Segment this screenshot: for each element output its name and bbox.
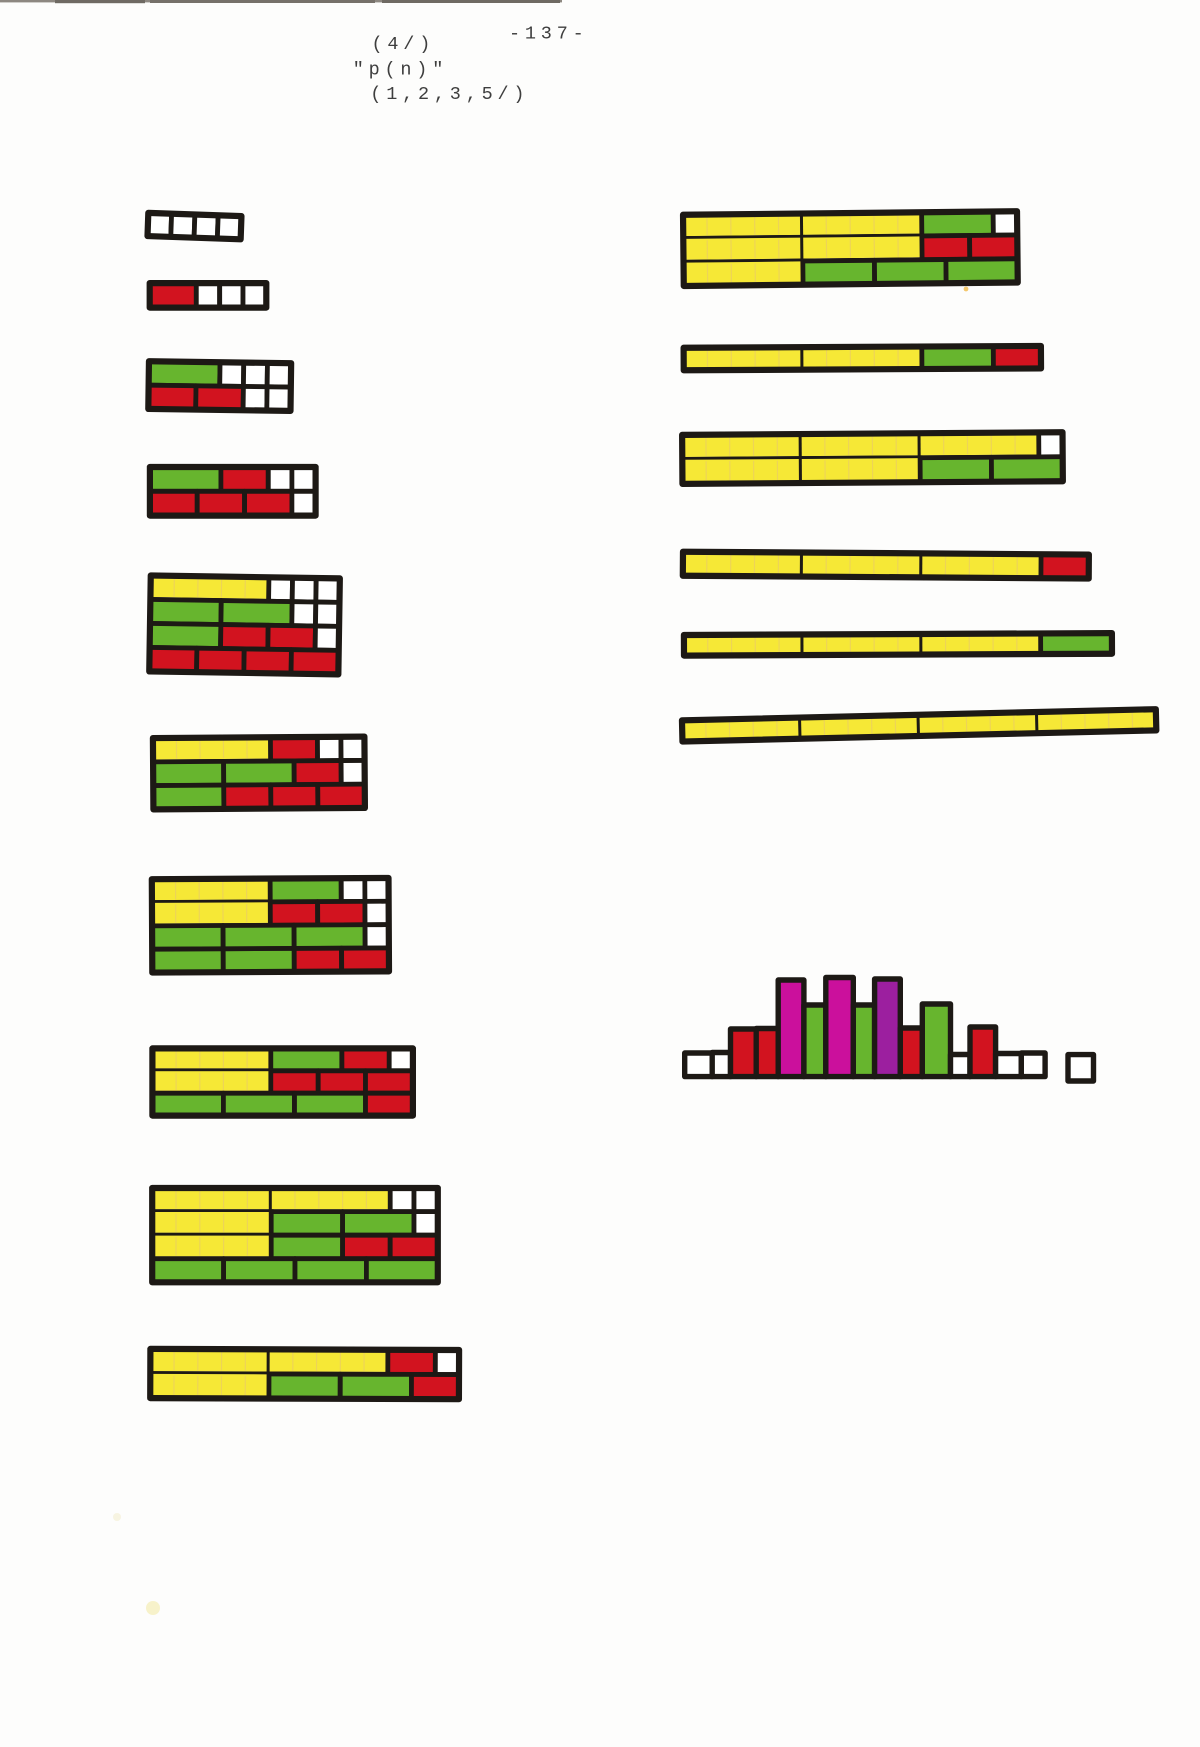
svg-text:"p(n)": "p(n)" <box>353 60 448 81</box>
svg-text:(1,2,3,5/): (1,2,3,5/) <box>370 84 529 105</box>
svg-text:-137-: -137- <box>509 24 589 45</box>
svg-text:(4/): (4/) <box>372 34 436 55</box>
